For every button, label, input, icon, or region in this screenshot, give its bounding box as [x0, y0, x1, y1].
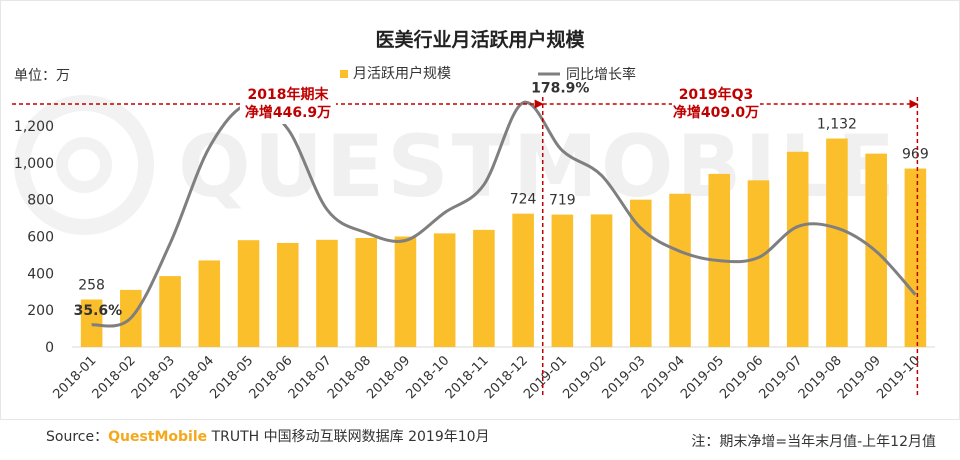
watermark: QUESTMOBILE	[14, 95, 898, 235]
bar	[551, 214, 574, 347]
y-tick-label: 400	[27, 266, 54, 282]
bar-value-label: 258	[78, 277, 105, 293]
legend-label-line: 同比增长率	[566, 66, 636, 83]
bar-series	[80, 138, 927, 347]
y-tick-label: 0	[45, 340, 54, 356]
bar	[512, 213, 534, 347]
annotation-line-1: 2018年期末	[248, 86, 330, 103]
y-axis: 0 200 400 600 800 1,000 1,200	[14, 119, 54, 356]
bar	[159, 276, 181, 347]
bar-value-label: 724	[510, 192, 537, 208]
legend: 月活跃用户规模 同比增长率	[340, 65, 636, 83]
bar-value-label: 969	[902, 147, 929, 163]
y-tick-label: 800	[27, 193, 54, 209]
annotation-line-1: 2019年Q3	[679, 86, 754, 103]
bar	[433, 233, 456, 347]
annotation-bg	[672, 82, 760, 124]
growth-value-label: 178.9%	[531, 81, 589, 97]
bar	[630, 199, 652, 347]
bar	[669, 193, 691, 347]
bar	[826, 138, 848, 347]
legend-swatch-bar	[340, 70, 348, 78]
y-tick-label: 1,000	[14, 156, 54, 172]
unit-label: 单位：万	[14, 68, 70, 84]
bar-value-label: 719	[549, 193, 576, 209]
source-detail: TRUTH 中国移动互联网数据库 2019年10月	[207, 429, 490, 445]
y-tick-label: 600	[27, 230, 54, 246]
legend-item-bar: 月活跃用户规模	[340, 65, 451, 82]
watermark-logo-ring	[14, 95, 154, 235]
source-brand: QuestMobile	[108, 429, 208, 445]
x-axis: 2018-012018-022018-032018-042018-052018-…	[50, 353, 923, 402]
footnote: 注：期末净增=当年末月值-上年12月值	[691, 434, 936, 450]
bar	[316, 239, 338, 347]
data-labels: 258 724 719 1,132 969 35.6% 178.9%	[74, 81, 929, 319]
growth-line	[91, 100, 917, 328]
annotation-line-2: 净增409.0万	[673, 104, 759, 121]
legend-item-line: 同比增长率	[538, 66, 636, 83]
legend-label-bar: 月活跃用户规模	[353, 65, 451, 82]
annotation-bg	[240, 82, 336, 124]
bar	[198, 260, 221, 347]
y-tick-label: 1,200	[14, 119, 54, 135]
bar	[276, 242, 299, 347]
source-prefix: Source：	[46, 429, 109, 445]
watermark-text: QUESTMOBILE	[178, 117, 898, 217]
bar	[904, 168, 927, 347]
watermark-logo-core	[56, 137, 112, 193]
bar	[473, 229, 495, 347]
source-note: Source：QuestMobile TRUTH 中国移动互联网数据库 2019…	[46, 426, 490, 446]
chart-title: 医美行业月活跃用户规模	[375, 28, 585, 51]
x-tick-label: 2019-10	[874, 353, 923, 402]
bar	[80, 299, 103, 347]
bar	[355, 237, 377, 347]
bar-value-label: 1,132	[817, 117, 857, 133]
y-tick-label: 200	[27, 303, 54, 319]
growth-value-label: 35.6%	[74, 303, 123, 319]
bar	[590, 214, 613, 347]
bar	[747, 180, 770, 347]
bar	[237, 240, 260, 347]
annotation-line-2: 净增446.9万	[245, 104, 331, 121]
bar	[786, 151, 809, 347]
bar	[394, 236, 417, 347]
